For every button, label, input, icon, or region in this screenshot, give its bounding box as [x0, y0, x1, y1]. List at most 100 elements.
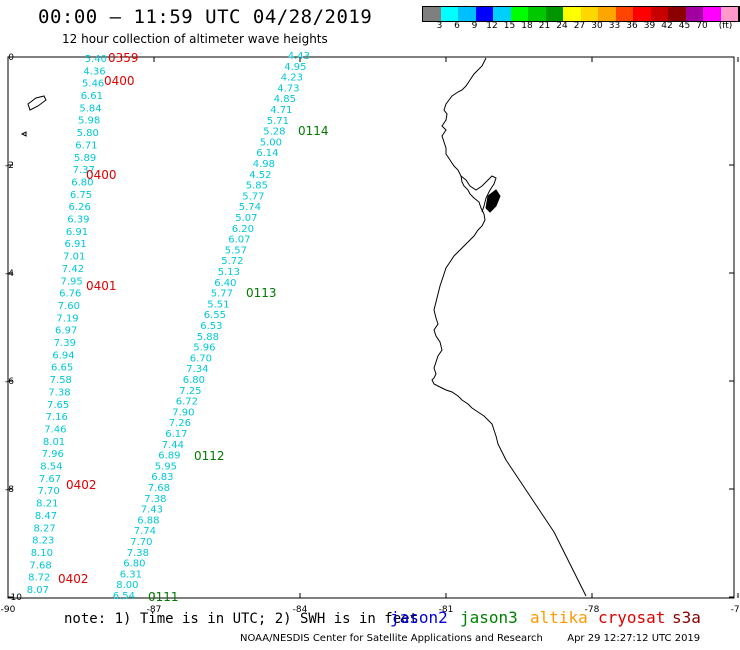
colorbar-tick: 12 [486, 21, 498, 31]
time-labels-red: 0359 0400 0400 0401 0402 0402 [58, 51, 139, 586]
pass-time-red: 0402 [66, 478, 97, 492]
coastline-mainland [431, 57, 587, 597]
colorbar-swatch [510, 7, 528, 21]
legend-altika: altika [530, 608, 588, 627]
swh-value-left: 8.27 [33, 523, 55, 534]
swh-value-left: 7.67 [39, 474, 61, 485]
pass-time-red: 0400 [86, 168, 117, 182]
pass-time-red: 0400 [104, 74, 135, 88]
colorbar-swatch [545, 7, 563, 21]
track-left-values: 5.404.36 5.466.615.84 5.985.806.71 5.897.37… [27, 54, 107, 596]
swh-value-left: 7.68 [29, 560, 51, 571]
swh-value-right: 6.14 [256, 148, 278, 159]
swh-value-right: 6.55 [204, 310, 226, 321]
wave-height-colorbar [422, 6, 740, 22]
swh-value-left: 7.46 [44, 424, 66, 435]
swh-value-right: 6.20 [232, 224, 254, 235]
lat-label: -8 [5, 485, 14, 495]
swh-value-right: 7.38 [144, 494, 166, 505]
colorbar-tick: 15 [503, 21, 516, 31]
swh-value-right: 4.52 [249, 170, 271, 181]
swh-value-left: 8.23 [32, 536, 54, 547]
swh-value-left: 6.76 [59, 289, 81, 300]
colorbar-swatch [423, 7, 441, 21]
swh-value-right: 7.70 [130, 537, 152, 548]
track-right-values: 4.434.954.234.734.854.715.715.285.006.14… [113, 51, 310, 602]
swh-value-right: 7.74 [134, 526, 156, 537]
swh-value-right: 6.31 [120, 569, 142, 580]
colorbar-tick: 9 [471, 21, 478, 31]
lat-label: -4 [5, 269, 14, 279]
swh-value-left: 5.89 [74, 153, 96, 164]
colorbar-swatch [598, 7, 616, 21]
map-subtitle: 12 hour collection of altimeter wave hei… [62, 32, 328, 46]
swh-value-right: 4.98 [253, 159, 275, 170]
generated-timestamp: Apr 29 12:27:12 UTC 2019 [567, 633, 701, 644]
colorbar-tick: 30 [591, 21, 603, 31]
pass-time-green: 0111 [148, 590, 179, 604]
pass-time-red: 0401 [86, 279, 117, 293]
colorbar-tick: 42 [661, 21, 673, 31]
swh-value-right: 5.72 [221, 256, 243, 267]
swh-value-left: 8.07 [27, 585, 49, 596]
colorbar-swatch [563, 7, 581, 21]
pass-time-green: 0114 [298, 124, 329, 138]
swh-value-left: 7.42 [62, 264, 84, 275]
swh-value-left: 5.46 [82, 79, 104, 90]
colorbar-tick: (ft) [718, 21, 733, 31]
swh-value-right: 7.38 [127, 548, 149, 559]
swh-value-right: 7.26 [169, 418, 191, 429]
coastline [20, 57, 587, 597]
map-border [7, 56, 735, 599]
swh-value-left: 7.01 [63, 252, 85, 263]
lon-label: -78 [585, 605, 600, 615]
colorbar-swatch [633, 7, 651, 21]
swh-value-right: 5.57 [225, 245, 247, 256]
gulf-coast [460, 175, 497, 213]
legend-jason3: jason3 [460, 608, 518, 627]
lon-label: -87 [147, 605, 162, 615]
swh-value-left: 8.10 [31, 548, 53, 559]
swh-value-right: 5.51 [207, 299, 229, 310]
colorbar-swatch [738, 7, 740, 21]
colorbar-tick: 33 [608, 21, 621, 31]
swh-value-right: 6.72 [176, 397, 198, 408]
swh-value-right: 7.43 [141, 505, 163, 516]
colorbar-swatch [580, 7, 598, 21]
colorbar-tick: 36 [626, 21, 638, 31]
swh-value-left: 7.60 [58, 301, 80, 312]
lat-axis-labels: 0 -2 -4 -6 -8 -10 [5, 53, 22, 603]
swh-value-left: 8.47 [35, 511, 57, 522]
swh-value-right: 5.77 [242, 191, 264, 202]
map-title: 00:00 – 11:59 UTC 04/28/2019 [38, 6, 373, 28]
swh-value-right: 5.07 [235, 213, 257, 224]
credit-line: NOAA/NESDIS Center for Satellite Applica… [240, 633, 700, 644]
pass-time-green: 0113 [246, 286, 277, 300]
swh-value-left: 8.72 [28, 573, 50, 584]
swh-value-right: 5.28 [263, 127, 285, 138]
swh-value-right: 7.34 [186, 364, 208, 375]
swh-value-left: 4.36 [83, 66, 105, 77]
units-note: note: 1) Time is in UTC; 2) SWH is in fe… [64, 611, 419, 627]
galapagos-island [27, 95, 47, 111]
swh-value-right: 5.96 [193, 343, 215, 354]
swh-value-right: 6.83 [151, 472, 173, 483]
swh-value-right: 4.71 [270, 105, 292, 116]
swh-value-right: 6.88 [137, 515, 159, 526]
swh-value-left: 7.96 [42, 449, 64, 460]
colorbar-swatch [475, 7, 493, 21]
colorbar-swatch [528, 7, 546, 21]
swh-value-right: 5.85 [246, 181, 268, 192]
swh-value-right: 4.43 [288, 51, 310, 62]
swh-value-left: 7.38 [48, 387, 70, 398]
swh-value-right: 6.40 [214, 278, 236, 289]
colorbar-tick: 39 [643, 21, 656, 31]
lat-label: -6 [5, 377, 14, 387]
colorbar-tick: 24 [556, 21, 568, 31]
colorbar-swatch [720, 7, 738, 21]
colorbar-tick-labels: 3 6 9 12 15 18 21 24 27 30 33 36 39 42 45 70 (ft) [422, 21, 740, 33]
swh-value-left: 7.70 [38, 486, 60, 497]
swh-value-right: 6.07 [228, 235, 250, 246]
swh-value-right: 6.54 [113, 591, 135, 602]
